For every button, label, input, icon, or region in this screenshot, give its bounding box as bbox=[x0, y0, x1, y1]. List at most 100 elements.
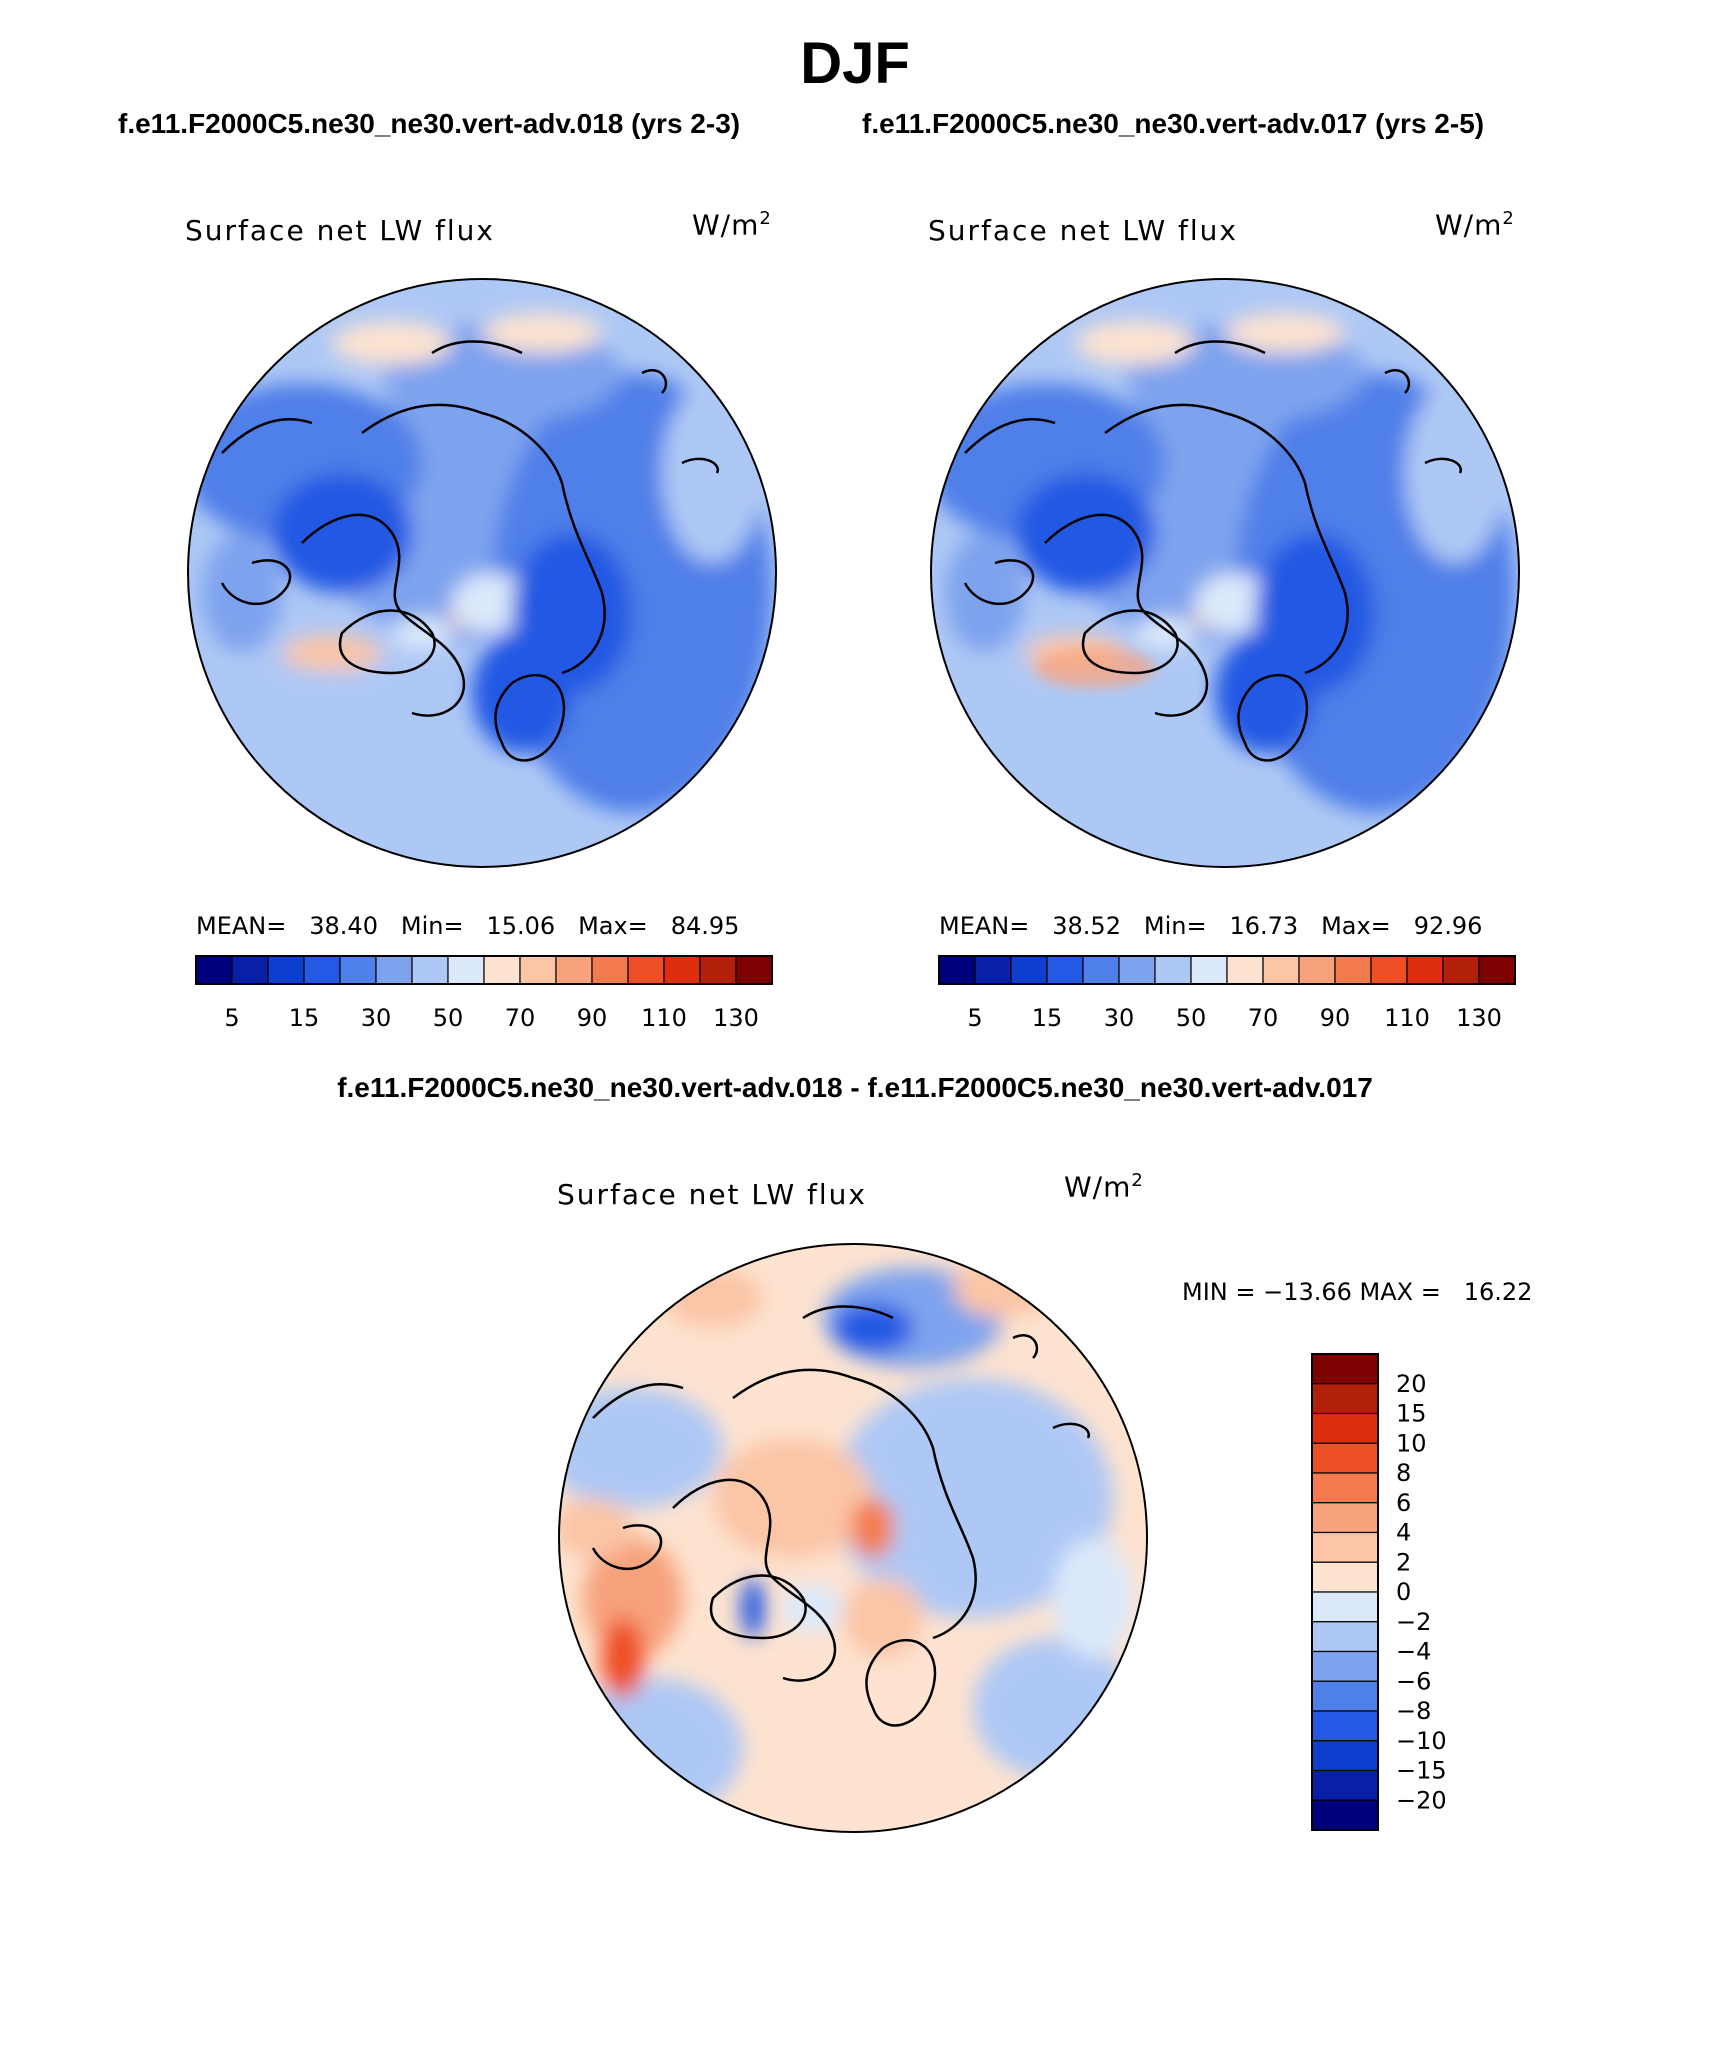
colorbar-swatch bbox=[1010, 955, 1048, 985]
colorbar-swatch bbox=[1311, 1412, 1379, 1444]
colorbar-swatch bbox=[1334, 955, 1372, 985]
panel2-variable-label: Surface net LW flux bbox=[928, 214, 1238, 247]
units-base: W/m bbox=[1435, 208, 1503, 242]
case-title-right: f.e11.F2000C5.ne30_ne30.vert-adv.017 (yr… bbox=[862, 108, 1485, 139]
min-value: 16.73 bbox=[1229, 912, 1299, 940]
panel1-variable-label: Surface net LW flux bbox=[185, 214, 495, 247]
map-panel-difference bbox=[558, 1243, 1148, 1833]
colorbar-swatch bbox=[1311, 1561, 1379, 1593]
panel2-units-label: W/m2 bbox=[1435, 208, 1515, 241]
colorbar-swatch bbox=[974, 955, 1012, 985]
colorbar-tick-label: 20 bbox=[1396, 1370, 1427, 1398]
panel3-units-label: W/m2 bbox=[1064, 1170, 1144, 1203]
mean-label: MEAN= bbox=[196, 912, 287, 940]
colorbar-tick-label: 15 bbox=[289, 1004, 320, 1032]
colorbar-tick-label: 90 bbox=[1320, 1004, 1351, 1032]
colorbar-swatch bbox=[1262, 955, 1300, 985]
colorbar-tick-label: −20 bbox=[1396, 1786, 1447, 1814]
colorbar-swatch bbox=[1190, 955, 1228, 985]
colorbar-swatch bbox=[699, 955, 737, 985]
panel1-units-label: W/m2 bbox=[692, 208, 772, 241]
colorbar-tick-label: −2 bbox=[1396, 1608, 1431, 1636]
colorbar-panel-2: 5 15 30 50 70 90 110 130 bbox=[938, 955, 1516, 1032]
colorbar-swatch bbox=[339, 955, 377, 985]
colorbar-swatch bbox=[1226, 955, 1264, 985]
colorbar-tick-label: −8 bbox=[1396, 1697, 1431, 1725]
colorbar-swatch bbox=[1311, 1621, 1379, 1653]
difference-title: f.e11.F2000C5.ne30_ne30.vert-adv.018 - f… bbox=[337, 1072, 1373, 1103]
colorbar-swatch bbox=[375, 955, 413, 985]
map-panel-2 bbox=[930, 278, 1520, 868]
colorbar-swatch bbox=[483, 955, 521, 985]
min-label: Min= bbox=[1143, 912, 1207, 940]
colorbar-swatch bbox=[1311, 1531, 1379, 1563]
colorbar-swatch bbox=[1311, 1383, 1379, 1415]
panel2-stats: MEAN= 38.52 Min= 16.73 Max= 92.96 bbox=[939, 912, 1482, 940]
colorbar-tick-label: 5 bbox=[224, 1004, 239, 1032]
colorbar-tick-label: 30 bbox=[361, 1004, 392, 1032]
colorbar-swatch bbox=[1311, 1650, 1379, 1682]
colorbar-swatch bbox=[1311, 1680, 1379, 1712]
colorbar-tick-label: 130 bbox=[1456, 1004, 1502, 1032]
panel1-stats: MEAN= 38.40 Min= 15.06 Max= 84.95 bbox=[196, 912, 739, 940]
colorbar-swatch bbox=[627, 955, 665, 985]
colorbar-tick-label: 110 bbox=[1384, 1004, 1430, 1032]
colorbar-swatch bbox=[1046, 955, 1084, 985]
max-label: Max= bbox=[578, 912, 648, 940]
colorbar-tick-label: −15 bbox=[1396, 1757, 1447, 1785]
colorbar-swatch bbox=[1118, 955, 1156, 985]
colorbar-tick-label: −4 bbox=[1396, 1638, 1431, 1666]
colorbar-tick-label: 110 bbox=[641, 1004, 687, 1032]
colorbar-swatch bbox=[1298, 955, 1336, 985]
colorbar-swatch bbox=[1311, 1769, 1379, 1801]
colorbar-tick-label: 70 bbox=[1248, 1004, 1279, 1032]
colorbar-swatch bbox=[1311, 1591, 1379, 1623]
units-base: W/m bbox=[1064, 1170, 1132, 1204]
max-value: 84.95 bbox=[670, 912, 740, 940]
colorbar-tick-label: 130 bbox=[713, 1004, 759, 1032]
colorbar-tick-label: 50 bbox=[1176, 1004, 1207, 1032]
colorbar-tick-label: 0 bbox=[1396, 1578, 1411, 1606]
colorbar-swatch bbox=[1370, 955, 1408, 985]
min-value: 15.06 bbox=[486, 912, 556, 940]
colorbar-frame bbox=[1311, 1353, 1379, 1831]
colorbar-swatch bbox=[1442, 955, 1480, 985]
colorbar-swatch bbox=[447, 955, 485, 985]
colorbar-swatch bbox=[1311, 1740, 1379, 1772]
mean-label: MEAN= bbox=[939, 912, 1030, 940]
colorbar-frame bbox=[938, 955, 1516, 985]
units-base: W/m bbox=[692, 208, 760, 242]
colorbar-tick-label: 8 bbox=[1396, 1459, 1411, 1487]
colorbar-swatch bbox=[195, 955, 233, 985]
case-title-left: f.e11.F2000C5.ne30_ne30.vert-adv.018 (yr… bbox=[118, 108, 741, 139]
colorbar-tick-label: 5 bbox=[967, 1004, 982, 1032]
colorbar-tick-label: −6 bbox=[1396, 1667, 1431, 1695]
colorbar-swatch bbox=[1311, 1353, 1379, 1385]
mean-value: 38.52 bbox=[1052, 912, 1121, 940]
colorbar-swatch bbox=[1311, 1799, 1379, 1831]
colorbar-swatch bbox=[519, 955, 557, 985]
colorbar-swatch bbox=[555, 955, 593, 985]
min-label: Min= bbox=[400, 912, 464, 940]
colorbar-swatch bbox=[1311, 1442, 1379, 1474]
colorbar-tick-label: 15 bbox=[1396, 1400, 1427, 1428]
colorbar-swatch bbox=[1154, 955, 1192, 985]
colorbar-panel-1: 5 15 30 50 70 90 110 130 bbox=[195, 955, 773, 1032]
colorbar-swatch bbox=[303, 955, 341, 985]
season-title: DJF bbox=[800, 31, 910, 96]
max-label: Max= bbox=[1321, 912, 1391, 940]
colorbar-swatch bbox=[231, 955, 269, 985]
map-panel-1 bbox=[187, 278, 777, 868]
colorbar-frame bbox=[195, 955, 773, 985]
panel3-variable-label: Surface net LW flux bbox=[557, 1178, 867, 1211]
colorbar-swatch bbox=[267, 955, 305, 985]
colorbar-tick-label: 30 bbox=[1104, 1004, 1135, 1032]
colorbar-swatch bbox=[591, 955, 629, 985]
colorbar-swatch bbox=[1082, 955, 1120, 985]
units-exponent: 2 bbox=[759, 208, 772, 229]
colorbar-swatch bbox=[663, 955, 701, 985]
colorbar-swatch bbox=[1311, 1472, 1379, 1504]
colorbar-tick-label: 15 bbox=[1032, 1004, 1063, 1032]
